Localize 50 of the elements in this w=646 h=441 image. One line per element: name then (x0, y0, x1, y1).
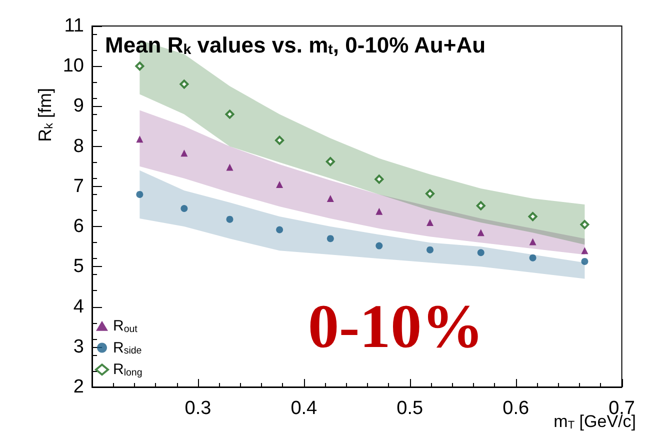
y-tick-label: 9 (73, 96, 84, 117)
point (426, 246, 434, 254)
point (180, 80, 189, 89)
y-tick-label: 10 (62, 56, 84, 77)
point (225, 110, 234, 119)
x-tick-label: 0.3 (184, 398, 212, 419)
point (528, 212, 538, 222)
y-tick-label: 2 (73, 376, 84, 398)
point (376, 208, 383, 215)
point (135, 62, 144, 71)
point (276, 180, 284, 188)
y-tick-label: 4 (73, 296, 84, 318)
y-tick-label: 5 (73, 256, 84, 278)
point (477, 249, 484, 256)
y-tick-label: 6 (73, 216, 84, 238)
point (477, 229, 484, 236)
point (136, 136, 144, 143)
chart-title: Mean Rk values vs. mt, 0-10% Au+Au (105, 32, 486, 58)
y-tick-label: 8 (73, 136, 84, 157)
point (529, 254, 536, 262)
point (275, 136, 284, 145)
point (226, 164, 234, 171)
point (580, 220, 590, 230)
point (180, 205, 188, 212)
legend-label: Rout (113, 317, 138, 335)
point (374, 174, 384, 184)
point (226, 216, 234, 223)
point (529, 238, 536, 246)
annotation: 0-10% (308, 293, 484, 361)
y-tick-label: 7 (73, 176, 84, 197)
point (276, 226, 284, 234)
point (426, 219, 434, 226)
point (581, 258, 588, 265)
x-tick-label: 0.6 (502, 398, 530, 419)
point (326, 194, 334, 202)
x-tick-label: 0.4 (290, 398, 318, 419)
y-tick-label: 3 (73, 336, 84, 358)
x-tick-label: 0.5 (396, 398, 424, 419)
point (180, 150, 188, 157)
y-axis-title: Rk [fm] (35, 88, 56, 142)
y-tick-label: 11 (64, 16, 84, 36)
point (476, 201, 486, 210)
legend-label: Rlong (113, 361, 142, 378)
point (326, 157, 335, 166)
legend-label: Rside (113, 339, 142, 357)
point (326, 235, 334, 242)
point (426, 189, 435, 198)
point (581, 247, 588, 254)
point (376, 242, 383, 250)
point (136, 190, 144, 198)
